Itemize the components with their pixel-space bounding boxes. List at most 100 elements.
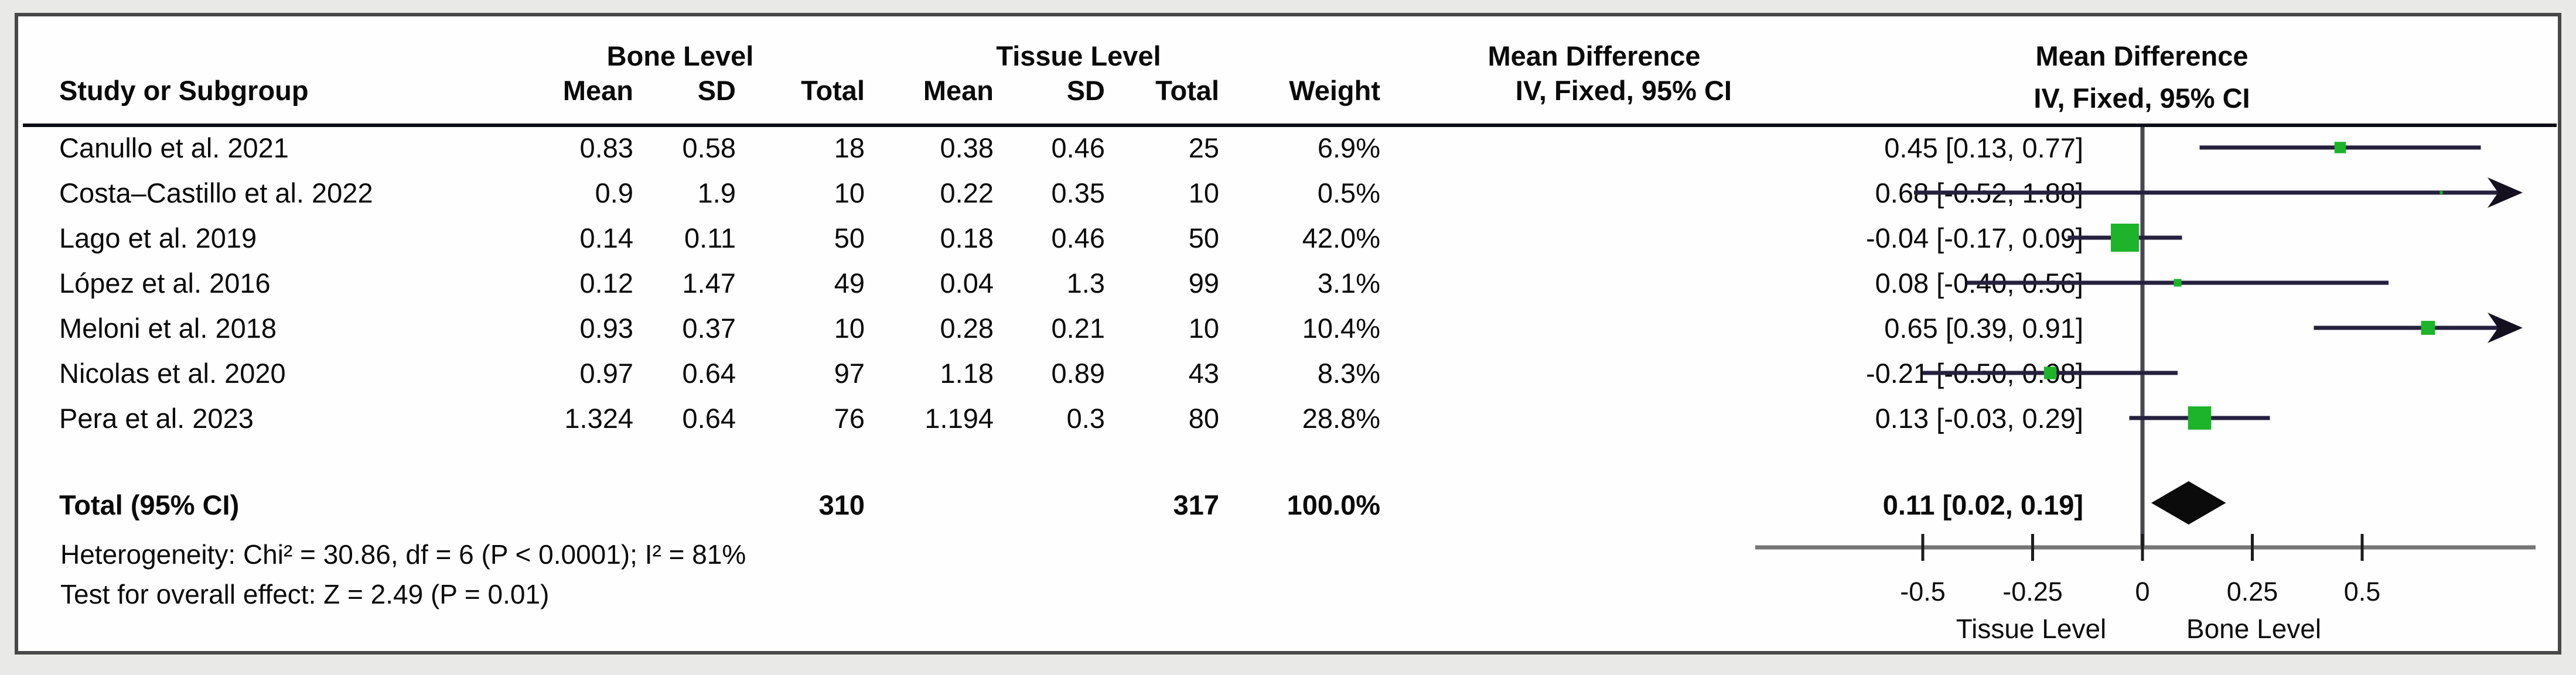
total-weight: 100.0% bbox=[1287, 489, 1380, 520]
col-header-tissue-sd: SD bbox=[1066, 75, 1105, 106]
tissue-sd: 0.89 bbox=[1051, 358, 1105, 389]
ci-text: 0.13 [-0.03, 0.29] bbox=[1875, 403, 2083, 434]
tissue-sd: 0.35 bbox=[1051, 177, 1105, 208]
bone-sd: 0.37 bbox=[682, 313, 736, 344]
col-header-weight: Weight bbox=[1289, 75, 1380, 106]
axis-tick-label: 0.5 bbox=[2344, 577, 2381, 607]
effect-marker bbox=[2111, 224, 2139, 252]
bone-mean: 1.324 bbox=[564, 403, 633, 434]
bone-mean: 0.83 bbox=[579, 132, 633, 163]
bone-mean: 0.12 bbox=[579, 268, 633, 299]
axis-right-direction-label: Bone Level bbox=[2186, 614, 2321, 644]
overall-effect-text: Test for overall effect: Z = 2.49 (P = 0… bbox=[60, 579, 550, 609]
header-separator bbox=[23, 124, 2557, 127]
tissue-total: 80 bbox=[1188, 403, 1219, 434]
bone-sd: 0.64 bbox=[682, 403, 736, 434]
axis-tick-label: 0 bbox=[2135, 577, 2149, 607]
tissue-sd: 0.21 bbox=[1051, 313, 1105, 344]
col-header-bone-total: Total bbox=[801, 75, 865, 106]
tissue-sd: 0.46 bbox=[1051, 132, 1105, 163]
tissue-mean: 0.22 bbox=[940, 177, 994, 208]
study-name: Costa–Castillo et al. 2022 bbox=[59, 177, 373, 208]
effect-marker bbox=[2174, 279, 2182, 287]
tissue-sd: 0.3 bbox=[1066, 403, 1105, 434]
table-row: Pera et al. 2023 1.324 0.64 76 1.194 0.3… bbox=[59, 396, 2083, 441]
ci-text: 0.65 [0.39, 0.91] bbox=[1884, 313, 2083, 344]
ci-arrow-right bbox=[2488, 177, 2523, 208]
bone-total: 10 bbox=[834, 313, 865, 344]
table-row: Nicolas et al. 2020 0.97 0.64 97 1.18 0.… bbox=[59, 351, 2083, 396]
bone-mean: 0.9 bbox=[595, 177, 633, 208]
effect-column-header: Mean Difference bbox=[1487, 40, 1701, 71]
pooled-diamond bbox=[2151, 481, 2226, 525]
table-header-row: Study or Subgroup Mean SD Total Mean SD … bbox=[59, 75, 1732, 107]
tissue-total: 10 bbox=[1188, 177, 1219, 208]
heterogeneity-text: Heterogeneity: Chi² = 30.86, df = 6 (P <… bbox=[60, 539, 746, 570]
col-header-tissue-total: Total bbox=[1155, 75, 1219, 106]
effect-marker bbox=[2421, 321, 2435, 335]
tissue-mean: 1.18 bbox=[940, 358, 994, 389]
effect-marker bbox=[2439, 191, 2443, 194]
weight: 6.9% bbox=[1317, 132, 1380, 163]
weight: 3.1% bbox=[1317, 268, 1380, 299]
effect-marker bbox=[2043, 366, 2057, 379]
bone-sd: 0.58 bbox=[682, 132, 736, 163]
forest-plot-figure: Bone Level Tissue Level Mean Difference … bbox=[15, 13, 2561, 655]
study-name: Pera et al. 2023 bbox=[59, 403, 254, 434]
bone-mean: 0.97 bbox=[579, 358, 633, 389]
total-label: Total (95% CI) bbox=[59, 489, 240, 520]
weight: 8.3% bbox=[1317, 358, 1380, 389]
total-ci-text: 0.11 [0.02, 0.19] bbox=[1882, 489, 2083, 520]
col-header-bone-sd: SD bbox=[697, 75, 736, 106]
table-row: Canullo et al. 2021 0.83 0.58 18 0.38 0.… bbox=[59, 125, 2083, 170]
axis-tick-label: -0.5 bbox=[1900, 577, 1946, 607]
bone-total: 18 bbox=[834, 132, 865, 163]
bone-mean: 0.14 bbox=[579, 222, 633, 253]
bone-total: 76 bbox=[834, 403, 865, 434]
col-header-study: Study or Subgroup bbox=[59, 75, 309, 106]
effect-marker bbox=[2334, 142, 2346, 153]
table-row: Lago et al. 2019 0.14 0.11 50 0.18 0.46 … bbox=[59, 215, 2083, 261]
effect-column-subheader: IV, Fixed, 95% CI bbox=[1515, 75, 1732, 106]
tissue-sd: 0.46 bbox=[1051, 222, 1105, 253]
total-row: Total (95% CI) 310 317 100.0% 0.11 [0.02… bbox=[59, 482, 2083, 527]
col-header-tissue-mean: Mean bbox=[923, 75, 994, 106]
weight: 42.0% bbox=[1302, 222, 1380, 253]
axis-tick-label: -0.25 bbox=[2002, 577, 2063, 607]
ci-text: 0.45 [0.13, 0.77] bbox=[1884, 132, 2083, 163]
study-name: Nicolas et al. 2020 bbox=[59, 358, 286, 389]
bone-total: 49 bbox=[834, 268, 865, 299]
tissue-mean: 0.28 bbox=[940, 313, 994, 344]
axis-tick-label: 0.25 bbox=[2227, 577, 2278, 607]
bone-total: 10 bbox=[834, 177, 865, 208]
tissue-total: 50 bbox=[1188, 222, 1219, 253]
group-header-tissue-level: Tissue Level bbox=[996, 40, 1161, 71]
bone-total: 50 bbox=[834, 222, 865, 253]
weight: 10.4% bbox=[1302, 313, 1380, 344]
bone-mean: 0.93 bbox=[579, 313, 633, 344]
bone-sd: 0.64 bbox=[682, 358, 736, 389]
total-tissue-n: 317 bbox=[1173, 489, 1219, 520]
total-bone-n: 310 bbox=[818, 489, 865, 520]
tissue-total: 43 bbox=[1188, 358, 1219, 389]
tissue-mean: 0.18 bbox=[940, 222, 994, 253]
col-header-bone-mean: Mean bbox=[562, 75, 633, 106]
tissue-mean: 0.38 bbox=[940, 132, 994, 163]
tissue-total: 25 bbox=[1188, 132, 1219, 163]
table-row: Meloni et al. 2018 0.93 0.37 10 0.28 0.2… bbox=[59, 306, 2083, 351]
tissue-total: 10 bbox=[1188, 313, 1219, 344]
weight: 0.5% bbox=[1317, 177, 1380, 208]
study-name: Lago et al. 2019 bbox=[59, 222, 257, 253]
tissue-total: 99 bbox=[1188, 268, 1219, 299]
table-row: López et al. 2016 0.12 1.47 49 0.04 1.3 … bbox=[59, 261, 2083, 306]
bone-sd: 0.11 bbox=[684, 222, 736, 253]
ci-text: -0.04 [-0.17, 0.09] bbox=[1865, 222, 2083, 253]
plot-header: Mean Difference bbox=[2035, 40, 2249, 71]
weight: 28.8% bbox=[1302, 403, 1380, 434]
group-header-bone-level: Bone Level bbox=[606, 40, 754, 71]
tissue-mean: 0.04 bbox=[940, 268, 994, 299]
bone-total: 97 bbox=[834, 358, 865, 389]
study-name: Meloni et al. 2018 bbox=[59, 313, 277, 344]
axis-left-direction-label: Tissue Level bbox=[1956, 614, 2107, 644]
